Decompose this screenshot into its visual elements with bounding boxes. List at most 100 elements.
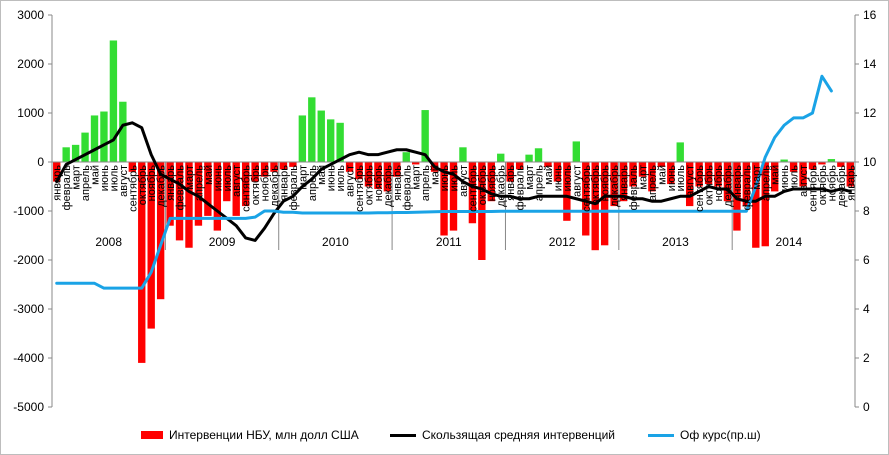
month-label-25: февраль (288, 165, 300, 211)
month-label-49: февраль (515, 165, 527, 211)
bar-25 (289, 162, 297, 167)
month-label-9: октябрь (137, 165, 149, 205)
month-label-53: июнь (552, 165, 564, 191)
bar-35 (383, 162, 392, 192)
month-label-67: август (685, 165, 697, 197)
bar-60 (619, 162, 628, 202)
month-label-29: июнь (326, 165, 338, 191)
bar-44 (468, 162, 477, 224)
month-label-35: декабрь (382, 165, 394, 207)
month-label-0: январь (52, 165, 64, 201)
month-label-60: январь (619, 165, 631, 201)
bar-23 (270, 162, 278, 172)
month-label-62: март (637, 165, 649, 190)
bar-41 (440, 162, 448, 236)
bar-28 (317, 110, 325, 162)
bar-2 (71, 144, 80, 162)
chart: 3000 2000 1000 0 -1000 -2000 -3000 -4000 -5000 16… (13, 8, 877, 414)
bar-8 (128, 162, 136, 172)
month-label-75: апрель (760, 165, 772, 201)
bar-66 (676, 142, 684, 162)
bar-19 (232, 162, 240, 216)
month-label-38: март (411, 165, 423, 190)
bar-14 (185, 162, 193, 248)
bar-51 (534, 148, 543, 162)
month-label-11: декабрь (156, 165, 168, 207)
bar-74 (752, 162, 760, 248)
y-right-tick-label-0: 16 (863, 8, 877, 22)
bar-59 (610, 162, 618, 207)
moving-average-line (55, 121, 852, 242)
month-label-12: январь (165, 165, 177, 201)
legend-item-moving-average: Скользящая средняя интервенций (390, 425, 615, 445)
bar-0 (53, 162, 61, 182)
month-label-63: апрель (647, 165, 659, 201)
month-label-7: август (118, 165, 130, 197)
month-label-54: июль (562, 165, 574, 192)
bar-82 (827, 159, 836, 162)
month-label-46: ноябрь (486, 165, 498, 202)
month-label-80: сентябрь (807, 165, 819, 212)
y-left-tick-label-4: -1000 (13, 204, 44, 218)
bar-6 (109, 40, 118, 163)
bar-43 (459, 147, 467, 162)
legend-label-official-rate: Оф курс(пр.ш) (680, 428, 761, 442)
bar-83 (837, 162, 845, 167)
bar-20 (241, 162, 250, 207)
month-label-4: май (90, 165, 102, 185)
bar-13 (175, 162, 184, 241)
month-label-76: май (770, 165, 782, 185)
month-label-69: октябрь (704, 165, 716, 205)
legend-item-interventions: Интервенции НБУ, млн долл США (141, 425, 359, 445)
bar-69 (704, 162, 713, 185)
month-label-71: декабрь (722, 165, 734, 207)
bar-81 (818, 162, 826, 165)
month-label-79: август (798, 165, 810, 197)
y-left-tick-label-5: -2000 (13, 253, 44, 267)
month-label-44: сентябрь (467, 165, 479, 212)
bar-7 (119, 101, 127, 162)
month-label-17: июнь (212, 165, 224, 191)
y-left-tick-label-1: 2000 (17, 57, 44, 71)
y-right-tick-label-5: 6 (863, 253, 870, 267)
month-label-18: июль (222, 165, 234, 192)
month-label-26: март (297, 165, 309, 190)
bar-65 (667, 162, 675, 185)
bar-70 (714, 162, 722, 187)
month-label-58: ноябрь (600, 165, 612, 202)
month-label-36: январь (392, 165, 404, 201)
month-label-13: февраль (175, 165, 187, 211)
bar-54 (563, 162, 571, 221)
bar-10 (147, 162, 155, 329)
month-label-82: ноябрь (826, 165, 838, 202)
month-label-42: июль (449, 165, 461, 192)
month-label-77: июнь (779, 165, 791, 191)
y-right-tick-label-4: 8 (863, 204, 870, 218)
month-label-14: март (184, 165, 196, 190)
month-label-22: ноябрь (260, 165, 272, 202)
month-label-16: май (203, 165, 215, 185)
bar-31 (345, 162, 354, 172)
bar-24 (279, 162, 288, 170)
bar-11 (156, 162, 165, 300)
bar-29 (327, 119, 335, 162)
year-label-2012: 2012 (549, 235, 576, 249)
bar-17 (213, 162, 222, 231)
bar-47 (497, 153, 505, 162)
bar-37 (402, 152, 410, 162)
y-right-tick-label-1: 14 (863, 57, 877, 71)
month-label-56: сентябрь (581, 165, 593, 212)
month-label-64: май (656, 165, 668, 185)
month-label-70: ноябрь (713, 165, 725, 202)
month-label-72: январь (732, 165, 744, 201)
y-left-tick-label-0: 3000 (17, 8, 44, 22)
bar-26 (298, 115, 307, 162)
bar-4 (90, 115, 99, 162)
month-label-21: октябрь (250, 165, 262, 205)
bar-1 (62, 147, 70, 162)
month-label-40: май (430, 165, 442, 185)
y-left-tick-label-6: -3000 (13, 302, 44, 316)
bar-61 (629, 162, 637, 187)
month-label-6: июль (108, 165, 120, 192)
month-label-47: декабрь (496, 165, 508, 207)
